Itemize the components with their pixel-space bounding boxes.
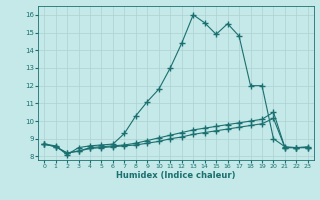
X-axis label: Humidex (Indice chaleur): Humidex (Indice chaleur)	[116, 171, 236, 180]
